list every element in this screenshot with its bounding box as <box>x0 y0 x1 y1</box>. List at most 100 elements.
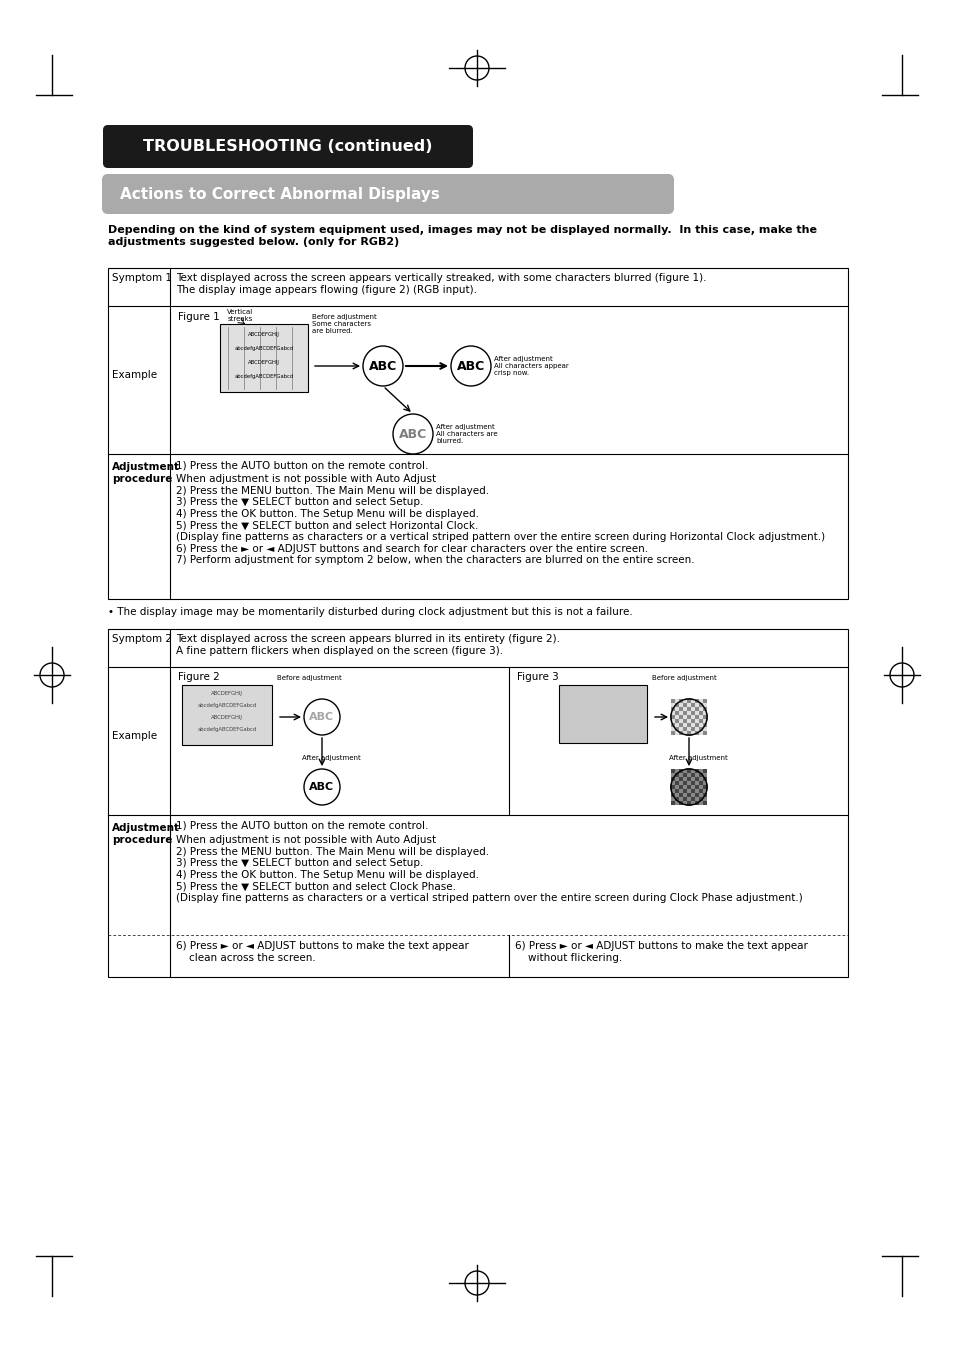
Text: abcdefgABCDEFGabcd: abcdefgABCDEFGabcd <box>234 346 294 351</box>
Bar <box>675 781 679 785</box>
Bar <box>675 727 679 731</box>
Bar <box>675 698 679 703</box>
Bar <box>695 715 699 719</box>
Bar <box>695 769 699 773</box>
Bar <box>702 769 706 773</box>
Text: TROUBLESHOOTING (continued): TROUBLESHOOTING (continued) <box>143 139 433 154</box>
Bar <box>679 711 682 715</box>
Bar <box>682 789 686 793</box>
Bar <box>702 773 706 777</box>
Bar <box>675 777 679 781</box>
Bar <box>675 719 679 723</box>
Bar <box>679 769 682 773</box>
Bar <box>702 707 706 711</box>
Bar <box>690 781 695 785</box>
Bar <box>686 785 690 789</box>
Bar <box>670 769 675 773</box>
Bar <box>695 781 699 785</box>
Bar <box>699 727 702 731</box>
Bar <box>702 789 706 793</box>
Bar <box>695 727 699 731</box>
Bar <box>695 698 699 703</box>
Bar <box>679 781 682 785</box>
Bar <box>679 773 682 777</box>
Text: Before adjustment: Before adjustment <box>276 676 341 681</box>
Bar <box>690 785 695 789</box>
Bar <box>702 777 706 781</box>
Bar <box>695 785 699 789</box>
Text: Before adjustment: Before adjustment <box>651 676 716 681</box>
Bar <box>670 731 675 735</box>
Bar <box>686 698 690 703</box>
Bar <box>679 715 682 719</box>
Bar <box>679 785 682 789</box>
Text: Figure 2: Figure 2 <box>178 671 219 682</box>
Bar <box>679 719 682 723</box>
Text: After adjustment
All characters appear
crisp now.: After adjustment All characters appear c… <box>494 357 568 376</box>
Bar <box>675 707 679 711</box>
Text: ABC: ABC <box>398 427 427 440</box>
Text: Actions to Correct Abnormal Displays: Actions to Correct Abnormal Displays <box>120 186 439 201</box>
Text: abcdefgABCDEFGabcd: abcdefgABCDEFGabcd <box>234 374 294 380</box>
Bar <box>702 731 706 735</box>
Text: ABCDEFGHIJ: ABCDEFGHIJ <box>248 332 279 336</box>
Bar <box>699 793 702 797</box>
Bar <box>702 727 706 731</box>
Bar <box>699 707 702 711</box>
Text: After adjustment: After adjustment <box>302 755 360 761</box>
Bar <box>675 731 679 735</box>
Bar <box>679 801 682 805</box>
Text: 6) Press ► or ◄ ADJUST buttons to make the text appear
    clean across the scre: 6) Press ► or ◄ ADJUST buttons to make t… <box>175 942 468 963</box>
Bar <box>702 801 706 805</box>
Bar <box>690 777 695 781</box>
Bar <box>699 781 702 785</box>
Bar <box>702 797 706 801</box>
Bar <box>682 727 686 731</box>
Bar <box>670 793 675 797</box>
Bar <box>695 797 699 801</box>
Bar <box>220 324 308 392</box>
Bar <box>695 789 699 793</box>
Bar <box>686 789 690 793</box>
Bar <box>690 703 695 707</box>
Bar <box>679 797 682 801</box>
Bar <box>702 793 706 797</box>
Bar <box>682 715 686 719</box>
Bar <box>699 703 702 707</box>
Bar <box>695 707 699 711</box>
Bar <box>695 777 699 781</box>
Bar <box>679 707 682 711</box>
Bar <box>695 719 699 723</box>
Text: Adjustment
procedure: Adjustment procedure <box>112 462 180 484</box>
FancyBboxPatch shape <box>103 126 473 168</box>
Bar <box>699 711 702 715</box>
Bar <box>690 801 695 805</box>
Bar <box>686 727 690 731</box>
Bar <box>682 801 686 805</box>
Bar <box>702 698 706 703</box>
Bar <box>699 719 702 723</box>
Bar <box>695 731 699 735</box>
Text: ABC: ABC <box>369 359 396 373</box>
Bar <box>699 801 702 805</box>
Bar <box>670 785 675 789</box>
Bar <box>699 731 702 735</box>
Bar <box>670 781 675 785</box>
Text: When adjustment is not possible with Auto Adjust
2) Press the MENU button. The M: When adjustment is not possible with Aut… <box>175 474 824 565</box>
Text: ABC: ABC <box>309 782 335 792</box>
Bar <box>670 727 675 731</box>
Bar <box>558 685 646 743</box>
FancyBboxPatch shape <box>102 174 673 213</box>
Bar <box>690 723 695 727</box>
Bar <box>690 719 695 723</box>
Text: Text displayed across the screen appears blurred in its entirety (figure 2).
A f: Text displayed across the screen appears… <box>175 634 559 655</box>
Bar <box>690 711 695 715</box>
Bar <box>690 715 695 719</box>
Bar <box>686 707 690 711</box>
Bar <box>675 773 679 777</box>
Bar <box>702 781 706 785</box>
Bar <box>670 777 675 781</box>
Bar <box>699 723 702 727</box>
Bar <box>702 711 706 715</box>
Text: Text displayed across the screen appears vertically streaked, with some characte: Text displayed across the screen appears… <box>175 273 706 295</box>
